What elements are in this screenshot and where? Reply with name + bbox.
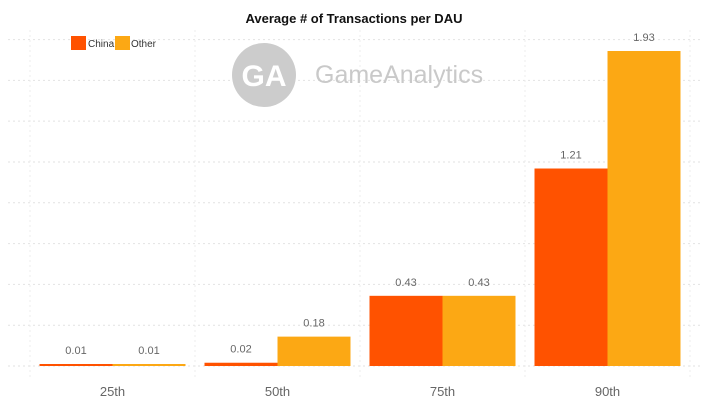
data-label-china-25th: 0.01 — [65, 345, 86, 357]
bar-china-90th — [534, 168, 608, 366]
bar-other-75th — [442, 295, 516, 366]
legend: China Other — [71, 36, 157, 50]
grid — [8, 30, 700, 378]
x-tick-label: 90th — [595, 384, 620, 399]
data-label-other-75th: 0.43 — [468, 277, 489, 289]
data-label-china-90th: 1.21 — [560, 150, 581, 162]
bar-china-50th — [204, 362, 278, 366]
watermark: GA GameAnalytics — [232, 43, 483, 107]
data-label-other-90th: 1.93 — [633, 32, 654, 44]
data-label-other-50th: 0.18 — [303, 318, 324, 330]
bar-other-50th — [277, 336, 351, 366]
legend-label-other: Other — [131, 39, 157, 50]
data-label-china-50th: 0.02 — [230, 344, 251, 356]
watermark-brand-text: GameAnalytics — [315, 61, 483, 89]
bar-other-25th — [112, 364, 186, 366]
data-labels: 0.01 0.01 0.02 0.18 0.43 0.43 1.21 1.93 — [65, 32, 654, 357]
chart-title: Average # of Transactions per DAU — [246, 11, 463, 26]
watermark-logo-text: GA — [242, 60, 287, 93]
x-axis-ticks: 25th 50th 75th 90th — [100, 384, 620, 399]
watermark-logo-icon — [232, 43, 296, 107]
x-tick-label: 75th — [430, 384, 455, 399]
bar-other-90th — [607, 51, 681, 366]
x-tick-label: 50th — [265, 384, 290, 399]
data-label-china-75th: 0.43 — [395, 277, 416, 289]
bars — [39, 51, 681, 366]
data-label-other-25th: 0.01 — [138, 345, 159, 357]
legend-label-china: China — [88, 39, 115, 50]
bar-china-25th — [39, 364, 113, 366]
legend-swatch-china — [71, 36, 86, 50]
legend-swatch-other — [115, 36, 130, 50]
x-tick-label: 25th — [100, 384, 125, 399]
bar-china-75th — [369, 295, 443, 366]
